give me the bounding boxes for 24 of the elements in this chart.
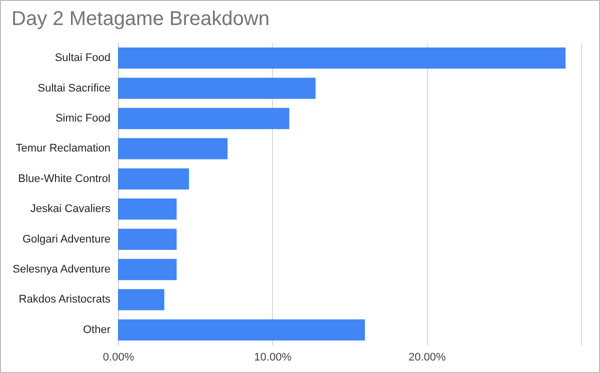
y-tick-label: Jeskai Cavaliers bbox=[30, 203, 111, 216]
y-tick-label: Sultai Food bbox=[54, 52, 110, 64]
bar bbox=[118, 78, 316, 99]
y-tick-label: Simic Food bbox=[55, 112, 110, 124]
y-tick-label: Blue-White Control bbox=[18, 172, 110, 185]
y-tick-label: Selesnya Adventure bbox=[12, 264, 110, 276]
bar bbox=[118, 138, 228, 160]
y-tick-label: Other bbox=[82, 324, 111, 336]
bar bbox=[118, 198, 177, 220]
y-tick-label: Sultai Sacrifice bbox=[38, 82, 110, 94]
y-tick-label: Temur Reclamation bbox=[16, 142, 110, 155]
bar bbox=[118, 228, 177, 250]
x-tick-label: 10.00% bbox=[254, 352, 292, 364]
bar bbox=[118, 319, 365, 340]
bar bbox=[118, 108, 290, 130]
chart-title: Day 2 Metagame Breakdown bbox=[12, 8, 270, 30]
x-tick-label: 0.00% bbox=[102, 352, 134, 364]
bar bbox=[118, 168, 189, 190]
y-tick-label: Golgari Adventure bbox=[22, 233, 110, 246]
bar bbox=[118, 48, 566, 69]
x-tick-label: 20.00% bbox=[408, 352, 446, 364]
bar bbox=[118, 289, 164, 310]
bar bbox=[118, 258, 177, 280]
y-tick-label: Rakdos Aristocrats bbox=[18, 294, 111, 306]
